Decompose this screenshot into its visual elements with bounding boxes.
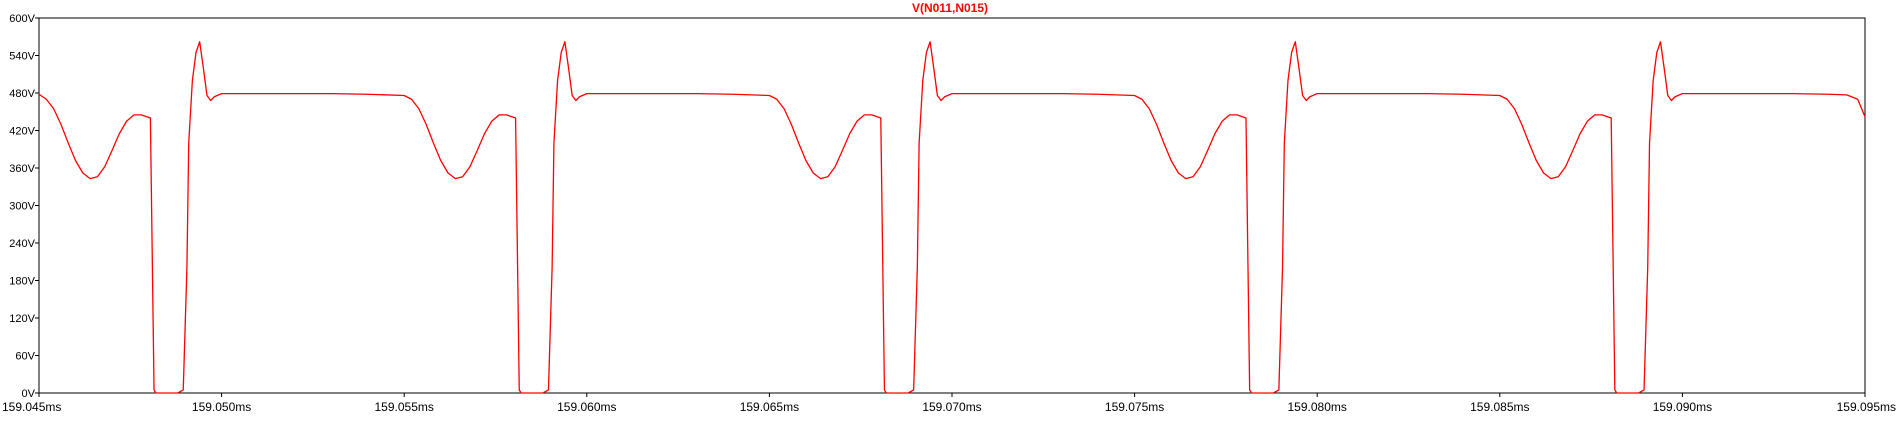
y-tick-label: 180V [9,276,35,288]
chart-title: V(N011,N015) [912,1,988,15]
y-axis: 0V 60V 120V 180V 240V 300V 360V 420V 480V 540V 600… [9,13,39,400]
y-tick-label: 120V [9,313,35,325]
y-tick-label: 0V [22,388,36,400]
y-tick-label: 600V [9,13,35,25]
x-tick-label: 159.075ms [1105,400,1164,414]
y-tick-label: 540V [9,51,35,63]
y-tick-label: 60V [15,351,35,363]
y-tick-label: 300V [9,201,35,213]
x-tick-label: 159.085ms [1470,400,1529,414]
x-tick-label: 159.070ms [922,400,981,414]
y-tick-label: 240V [9,238,35,250]
y-tick-label: 420V [9,126,35,138]
series-line-v-n011-n015 [38,41,1866,394]
x-tick-label: 159.090ms [1653,400,1712,414]
y-tick-label: 480V [9,88,35,100]
x-tick-label: 159.065ms [740,400,799,414]
x-tick-label: 159.045ms [2,400,61,414]
x-tick-label: 159.055ms [375,400,434,414]
x-tick-label: 159.080ms [1288,400,1347,414]
x-axis: 159.045ms 159.050ms 159.055ms 159.060ms 159.… [2,393,1896,414]
x-tick-label: 159.050ms [192,400,251,414]
y-tick-label: 360V [9,163,35,175]
x-tick-label: 159.095ms [1837,400,1896,414]
x-tick-label: 159.060ms [557,400,616,414]
